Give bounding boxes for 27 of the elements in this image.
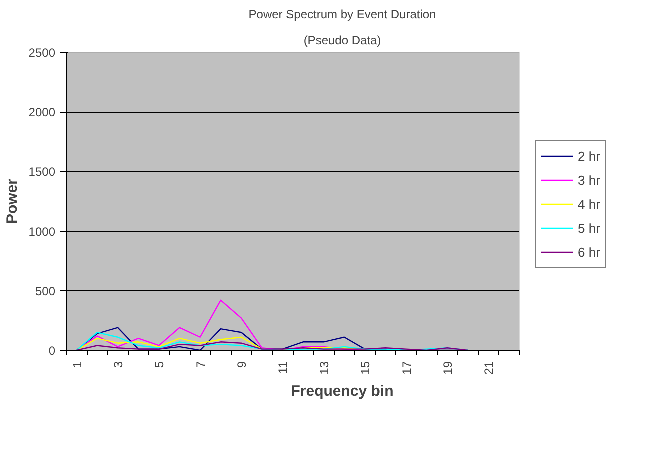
chart-subtitle: (Pseudo Data) [304, 34, 382, 48]
chart-title: Power Spectrum by Event Duration [248, 8, 436, 22]
y-axis-title: Power [4, 178, 21, 224]
legend-label: 6 hr [578, 244, 600, 260]
x-tick-label: 5 [152, 361, 167, 368]
x-tick-label: 19 [440, 361, 455, 375]
x-tick-label: 21 [482, 361, 496, 375]
legend-label: 3 hr [578, 172, 600, 188]
legend-label: 5 hr [578, 220, 600, 236]
legend-label: 2 hr [578, 148, 600, 164]
y-tick-label: 500 [35, 284, 56, 298]
x-tick-label: 17 [400, 361, 414, 375]
y-tick-label: 0 [48, 344, 56, 358]
x-tick-label: 7 [194, 361, 208, 368]
legend-label: 4 hr [578, 196, 600, 212]
y-tick-label: 2500 [28, 46, 56, 60]
x-tick-label: 15 [358, 361, 373, 375]
y-tick-label: 1500 [28, 165, 56, 180]
line-series [76, 342, 469, 350]
x-axis-title: Frequency bin [291, 382, 394, 400]
y-tick-label: 1000 [28, 224, 56, 239]
x-tick-label: 13 [317, 361, 332, 375]
x-tick-label: 3 [111, 361, 126, 368]
x-tick-label: 9 [235, 361, 250, 368]
x-tick-label: 11 [276, 361, 290, 374]
y-tick-label: 2000 [28, 106, 56, 120]
x-tick-label: 1 [70, 361, 84, 368]
